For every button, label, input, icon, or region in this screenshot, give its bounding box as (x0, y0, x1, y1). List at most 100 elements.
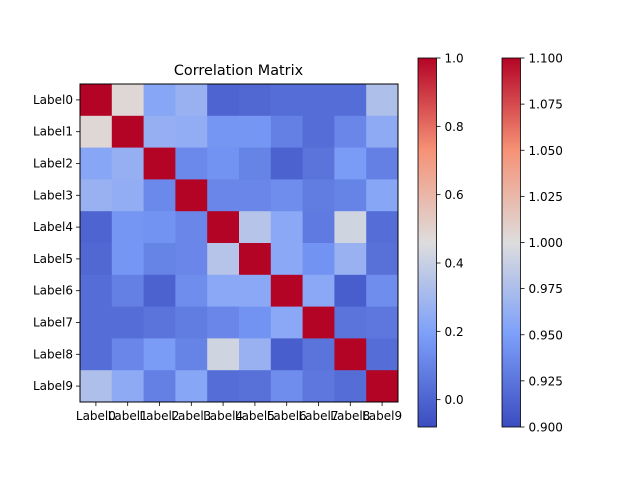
y-tick-label: Label0 (33, 93, 73, 107)
heatmap-cell (302, 243, 335, 276)
heatmap-cell (207, 84, 240, 117)
heatmap-cell (366, 211, 399, 244)
heatmap-cell (334, 84, 367, 117)
heatmap-cell (270, 115, 304, 149)
colorbar-tick-label: 0.900 (529, 421, 563, 435)
colorbar-tick-label: 1.100 (529, 52, 563, 66)
heatmap-cell (207, 370, 240, 403)
heatmap-cell (334, 243, 367, 276)
heatmap-cell (207, 306, 240, 339)
heatmap-cell (111, 211, 145, 244)
heatmap-cell (80, 211, 113, 244)
colorbar-correlation: 0.0 0.2 0.4 0.6 0.8 1.0 (417, 52, 464, 428)
heatmap-cell (80, 274, 113, 308)
colorbar-tick-label: 0.925 (529, 374, 563, 388)
x-tick-label: Label5 (235, 409, 275, 423)
y-tick-label: Label3 (33, 188, 73, 202)
heatmap-cell (366, 147, 399, 180)
heatmap-cell (239, 370, 272, 403)
heatmap-cell (302, 274, 335, 308)
heatmap-cell (80, 306, 113, 339)
y-tick-label: Label6 (33, 284, 73, 298)
heatmap-cell (80, 84, 113, 117)
colorbar-tick-label: 0.4 (445, 257, 464, 271)
heatmap-cell (239, 179, 272, 212)
colorbar-tick-label: 1.0 (445, 52, 464, 66)
heatmap-cell (270, 179, 304, 212)
colorbar-tick-label: 0.2 (445, 325, 464, 339)
heatmap-cell (143, 338, 176, 371)
heatmap-cell (334, 370, 367, 403)
colorbar-tick-label: 0.950 (529, 328, 563, 342)
heatmap-cell (143, 274, 176, 308)
heatmap-cell (111, 84, 145, 117)
heatmap-cell (366, 370, 399, 403)
heatmap-cell (143, 306, 176, 339)
heatmap-cell (111, 338, 145, 371)
heatmap-cell (175, 179, 208, 212)
heatmap-cell (270, 84, 304, 117)
heatmap-cell (111, 306, 145, 339)
heatmap-cell (207, 338, 240, 371)
y-tick-label: Label9 (33, 379, 73, 393)
y-tick-label: Label2 (33, 157, 73, 171)
colorbar-tick-label: 0.975 (529, 282, 563, 296)
heatmap-cell (175, 211, 208, 244)
heatmap-cell (270, 306, 304, 339)
heatmap-cell (302, 338, 335, 371)
heatmap-cell (175, 274, 208, 308)
heatmap-cell (80, 370, 113, 403)
heatmap-cell (302, 306, 335, 339)
heatmap-cell (80, 243, 113, 276)
heatmap-cell (302, 370, 335, 403)
heatmap-cell (334, 179, 367, 212)
heatmap-cell (334, 338, 367, 371)
x-tick-label: Label9 (362, 409, 402, 423)
heatmap-cell (334, 306, 367, 339)
heatmap-cell (207, 274, 240, 308)
heatmap-cell (80, 338, 113, 371)
y-tick-label: Label7 (33, 316, 73, 330)
heatmap-cell (366, 306, 399, 339)
heatmap-cell (143, 370, 176, 403)
heatmap-cell (302, 115, 335, 149)
heatmap-cell (366, 179, 399, 212)
colorbar-secondary: 0.900 0.925 0.950 0.975 1.000 1.025 1.050 1.075… (501, 52, 563, 435)
x-tick-label: Label2 (139, 409, 179, 423)
heatmap-cell (111, 370, 145, 403)
heatmap-cell (143, 179, 176, 212)
heatmap-cell (239, 306, 272, 339)
heatmap-cell (111, 115, 145, 149)
heatmap-cell (239, 243, 272, 276)
heatmap-cell (111, 179, 145, 212)
heatmap-cell (175, 147, 208, 180)
colorbar-tick-label: 1.000 (529, 236, 563, 250)
heatmap-cell (270, 338, 304, 371)
heatmap-cell (302, 84, 335, 117)
heatmap-cell (366, 115, 399, 149)
heatmap-cell (334, 147, 367, 180)
heatmap-cell (175, 115, 208, 149)
heatmap-cell (80, 179, 113, 212)
heatmap-cell (111, 274, 145, 308)
colorbar-gradient (501, 57, 521, 428)
heatmap-cell (239, 338, 272, 371)
heatmap-cell (111, 147, 145, 180)
x-tick-label: Label3 (171, 409, 211, 423)
heatmap-cell (334, 274, 367, 308)
heatmap-cell (270, 274, 304, 308)
colorbar-tick-label: 1.050 (529, 144, 563, 158)
y-tick-label: Label4 (33, 220, 73, 234)
heatmap-cell (207, 211, 240, 244)
heatmap-cell (143, 115, 176, 149)
heatmap-cell (239, 115, 272, 149)
heatmap-cell (270, 147, 304, 180)
heatmap-cell (239, 84, 272, 117)
heatmap-cell (366, 84, 399, 117)
x-tick-label: Label7 (298, 409, 338, 423)
heatmap-cell (334, 115, 367, 149)
heatmap-cell (175, 338, 208, 371)
heatmap-cell (366, 243, 399, 276)
colorbar-gradient (417, 57, 437, 428)
